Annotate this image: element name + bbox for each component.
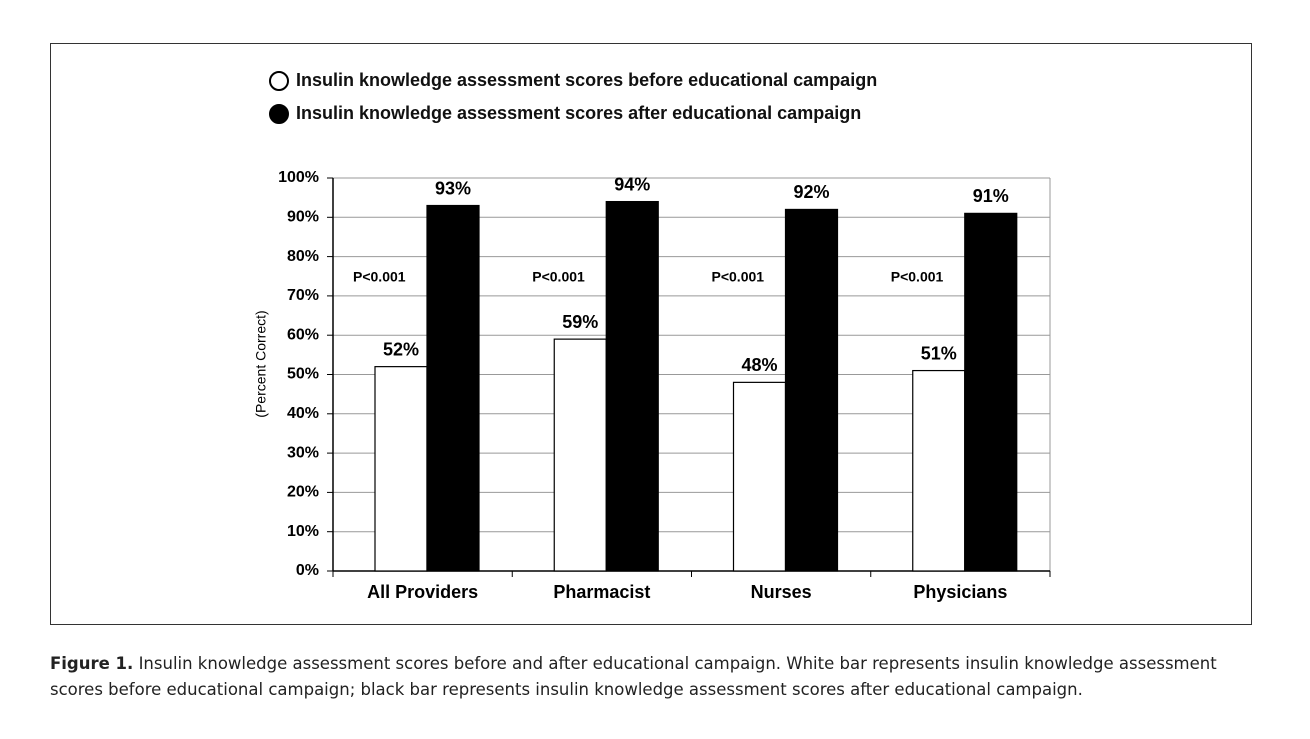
y-tick-label: 90% xyxy=(287,209,319,226)
bar xyxy=(784,208,839,572)
bar xyxy=(426,204,480,572)
y-tick-label: 40% xyxy=(287,405,319,422)
caption: Figure 1. Insulin knowledge assessment s… xyxy=(50,651,1250,703)
y-tick-label: 0% xyxy=(296,562,319,579)
y-tick-label: 70% xyxy=(287,287,319,304)
chart: (Percent Correct) Insulin knowledge asse… xyxy=(50,43,1252,625)
x-tick-label: All Providers xyxy=(367,582,478,602)
value-label: 93% xyxy=(435,178,471,198)
annotation: P<0.001 xyxy=(891,269,944,285)
bar xyxy=(732,381,787,572)
bar xyxy=(912,369,966,572)
annotation: P<0.001 xyxy=(353,269,406,285)
caption-text: Insulin knowledge assessment scores befo… xyxy=(50,654,1217,699)
annotation: P<0.001 xyxy=(532,269,585,285)
bar xyxy=(553,338,607,572)
value-label: 94% xyxy=(614,174,650,194)
bar xyxy=(374,366,428,572)
annotation: P<0.001 xyxy=(712,269,765,285)
x-tick-label: Physicians xyxy=(913,582,1007,602)
value-label: 51% xyxy=(921,343,957,363)
value-label: 92% xyxy=(793,182,829,202)
y-tick-label: 80% xyxy=(287,248,319,265)
y-axis-label: (Percent Correct) xyxy=(253,310,269,417)
bar xyxy=(964,212,1018,572)
value-label: 48% xyxy=(741,355,777,375)
caption-label: Figure 1. xyxy=(50,654,134,673)
x-tick-label: Nurses xyxy=(751,582,812,602)
y-tick-label: 30% xyxy=(287,444,319,461)
legend-marker xyxy=(269,71,289,91)
value-label: 91% xyxy=(973,186,1009,206)
x-tick-label: Pharmacist xyxy=(553,582,650,602)
value-label: 52% xyxy=(383,339,419,359)
y-tick-label: 20% xyxy=(287,484,319,501)
y-tick-label: 50% xyxy=(287,366,319,383)
legend-label: Insulin knowledge assessment scores afte… xyxy=(296,103,861,123)
y-tick-label: 10% xyxy=(287,523,319,540)
y-tick-label: 60% xyxy=(287,326,319,343)
y-tick-label: 100% xyxy=(278,169,319,186)
value-label: 59% xyxy=(562,312,598,332)
legend-marker xyxy=(269,104,289,124)
legend-label: Insulin knowledge assessment scores befo… xyxy=(296,70,877,90)
figure-frame xyxy=(50,43,1252,625)
bar xyxy=(605,200,659,572)
